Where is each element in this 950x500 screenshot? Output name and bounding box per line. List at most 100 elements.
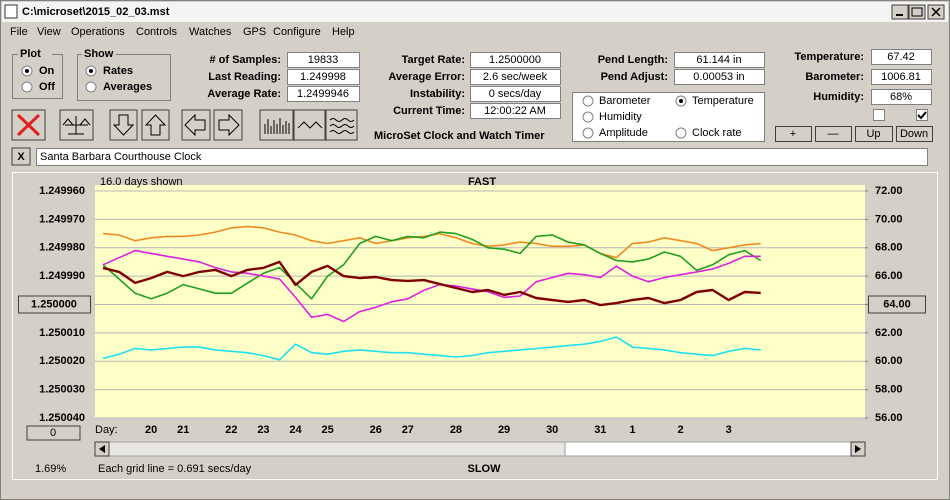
x-tick-label: 1 [629, 424, 635, 436]
y2-tick-label: 58.00 [875, 384, 903, 396]
y-tick-label: 1.250030 [39, 384, 85, 396]
readout-label: Current Time: [393, 105, 465, 117]
radio-label: Rates [103, 65, 133, 77]
menu-item[interactable]: Help [332, 26, 355, 38]
check-mark [917, 111, 927, 120]
readout-box [287, 86, 360, 102]
clock-name-field[interactable] [36, 148, 928, 166]
series-line [102, 260, 761, 307]
legend-radio[interactable] [582, 111, 594, 123]
days-shown: 16.0 days shown [100, 176, 183, 188]
radio[interactable] [85, 81, 97, 93]
series-line [102, 249, 761, 323]
y-tick-label: 1.249970 [39, 213, 85, 225]
offset-button[interactable] [26, 425, 81, 441]
readout-box [674, 69, 765, 85]
readout-label: Temperature: [795, 51, 864, 63]
readout-box [287, 69, 360, 85]
grid-note: Each grid line = 0.691 secs/day [98, 463, 252, 475]
icon [911, 7, 923, 17]
readout-box [287, 52, 360, 68]
icon [264, 118, 290, 134]
readout-box [871, 69, 932, 85]
y2-tick-label: 56.00 [875, 412, 903, 424]
readout-box [674, 52, 765, 68]
x-tick-label: 25 [321, 424, 333, 436]
readout-value: 67.42 [887, 51, 915, 63]
icon [329, 118, 355, 134]
readout-label: Average Error: [388, 71, 465, 83]
readout-label: # of Samples: [209, 54, 281, 66]
y-tick-label: 1.249980 [39, 242, 85, 254]
legend-radio-dot [679, 99, 683, 103]
button[interactable] [775, 126, 812, 142]
menu-item[interactable]: GPS [243, 26, 266, 38]
maximize-button[interactable] [908, 4, 926, 20]
readout-label: Average Rate: [207, 88, 281, 100]
legend-radio[interactable] [675, 127, 687, 139]
slow-label: SLOW [468, 463, 502, 475]
x-tick-label: 27 [402, 424, 414, 436]
menu-item[interactable]: File [10, 26, 28, 38]
group-title: Plot [20, 48, 41, 60]
percent: 1.69% [35, 463, 66, 475]
button[interactable] [855, 126, 893, 142]
right-button[interactable] [213, 109, 243, 141]
scroll-thumb[interactable] [564, 441, 852, 457]
menu-item[interactable]: Watches [189, 26, 232, 38]
icon [218, 113, 240, 137]
checkbox[interactable] [916, 109, 928, 121]
icon [297, 121, 323, 129]
radio[interactable] [21, 81, 33, 93]
legend-radio[interactable] [582, 95, 594, 107]
legend-label: Humidity [599, 111, 642, 123]
fast-label: FAST [468, 176, 496, 188]
show-group [77, 54, 171, 101]
checkbox[interactable] [873, 109, 885, 121]
readout-label: Instability: [410, 88, 465, 100]
y-tick-label: 1.250020 [39, 355, 85, 367]
group-title: Show [84, 48, 114, 60]
radio-label: Averages [103, 81, 152, 93]
menu-item[interactable]: Controls [136, 26, 177, 38]
minimize-button[interactable] [891, 4, 909, 20]
x-tick-label: 2 [677, 424, 683, 436]
reference-button[interactable] [868, 295, 926, 314]
x-tick-label: 22 [225, 424, 237, 436]
button[interactable] [896, 126, 933, 142]
readout-value: 1006.81 [881, 71, 921, 83]
radio-label: Off [39, 81, 55, 93]
menu-item[interactable]: View [37, 26, 61, 38]
button[interactable] [815, 126, 852, 142]
x-tick-label: 29 [498, 424, 510, 436]
icon [62, 116, 91, 135]
menu-item[interactable]: Operations [71, 26, 125, 38]
wave-button[interactable] [293, 109, 326, 141]
x-tick-label: 30 [546, 424, 558, 436]
icon [16, 113, 41, 137]
reference-button[interactable] [18, 295, 91, 314]
legend-radio[interactable] [582, 127, 594, 139]
group-title-bg [82, 48, 116, 60]
y2-tick-label: 64.00 [883, 298, 911, 310]
readout-value: 12:00:22 AM [484, 105, 546, 117]
group-title-bg [18, 48, 52, 60]
readout-label: Barometer: [805, 71, 864, 83]
x-tick-label: 3 [726, 424, 732, 436]
icon [112, 114, 135, 136]
icon [855, 445, 861, 453]
icon [144, 114, 167, 136]
readout-label: Pend Adjust: [601, 71, 668, 83]
readout-value: 1.2499946 [297, 88, 349, 100]
y-tick-label: 1.250040 [39, 412, 85, 424]
y2-tick-label: 62.00 [875, 327, 903, 339]
y2-tick-label: 72.00 [875, 185, 903, 197]
menu-item[interactable]: Configure [273, 26, 321, 38]
x-tick-label: 20 [145, 424, 157, 436]
close-clock-button[interactable] [11, 147, 31, 166]
left-button[interactable] [181, 109, 211, 141]
readout-value: 1.249998 [300, 71, 346, 83]
plot-area [95, 185, 865, 418]
y2-tick-label: 60.00 [875, 355, 903, 367]
